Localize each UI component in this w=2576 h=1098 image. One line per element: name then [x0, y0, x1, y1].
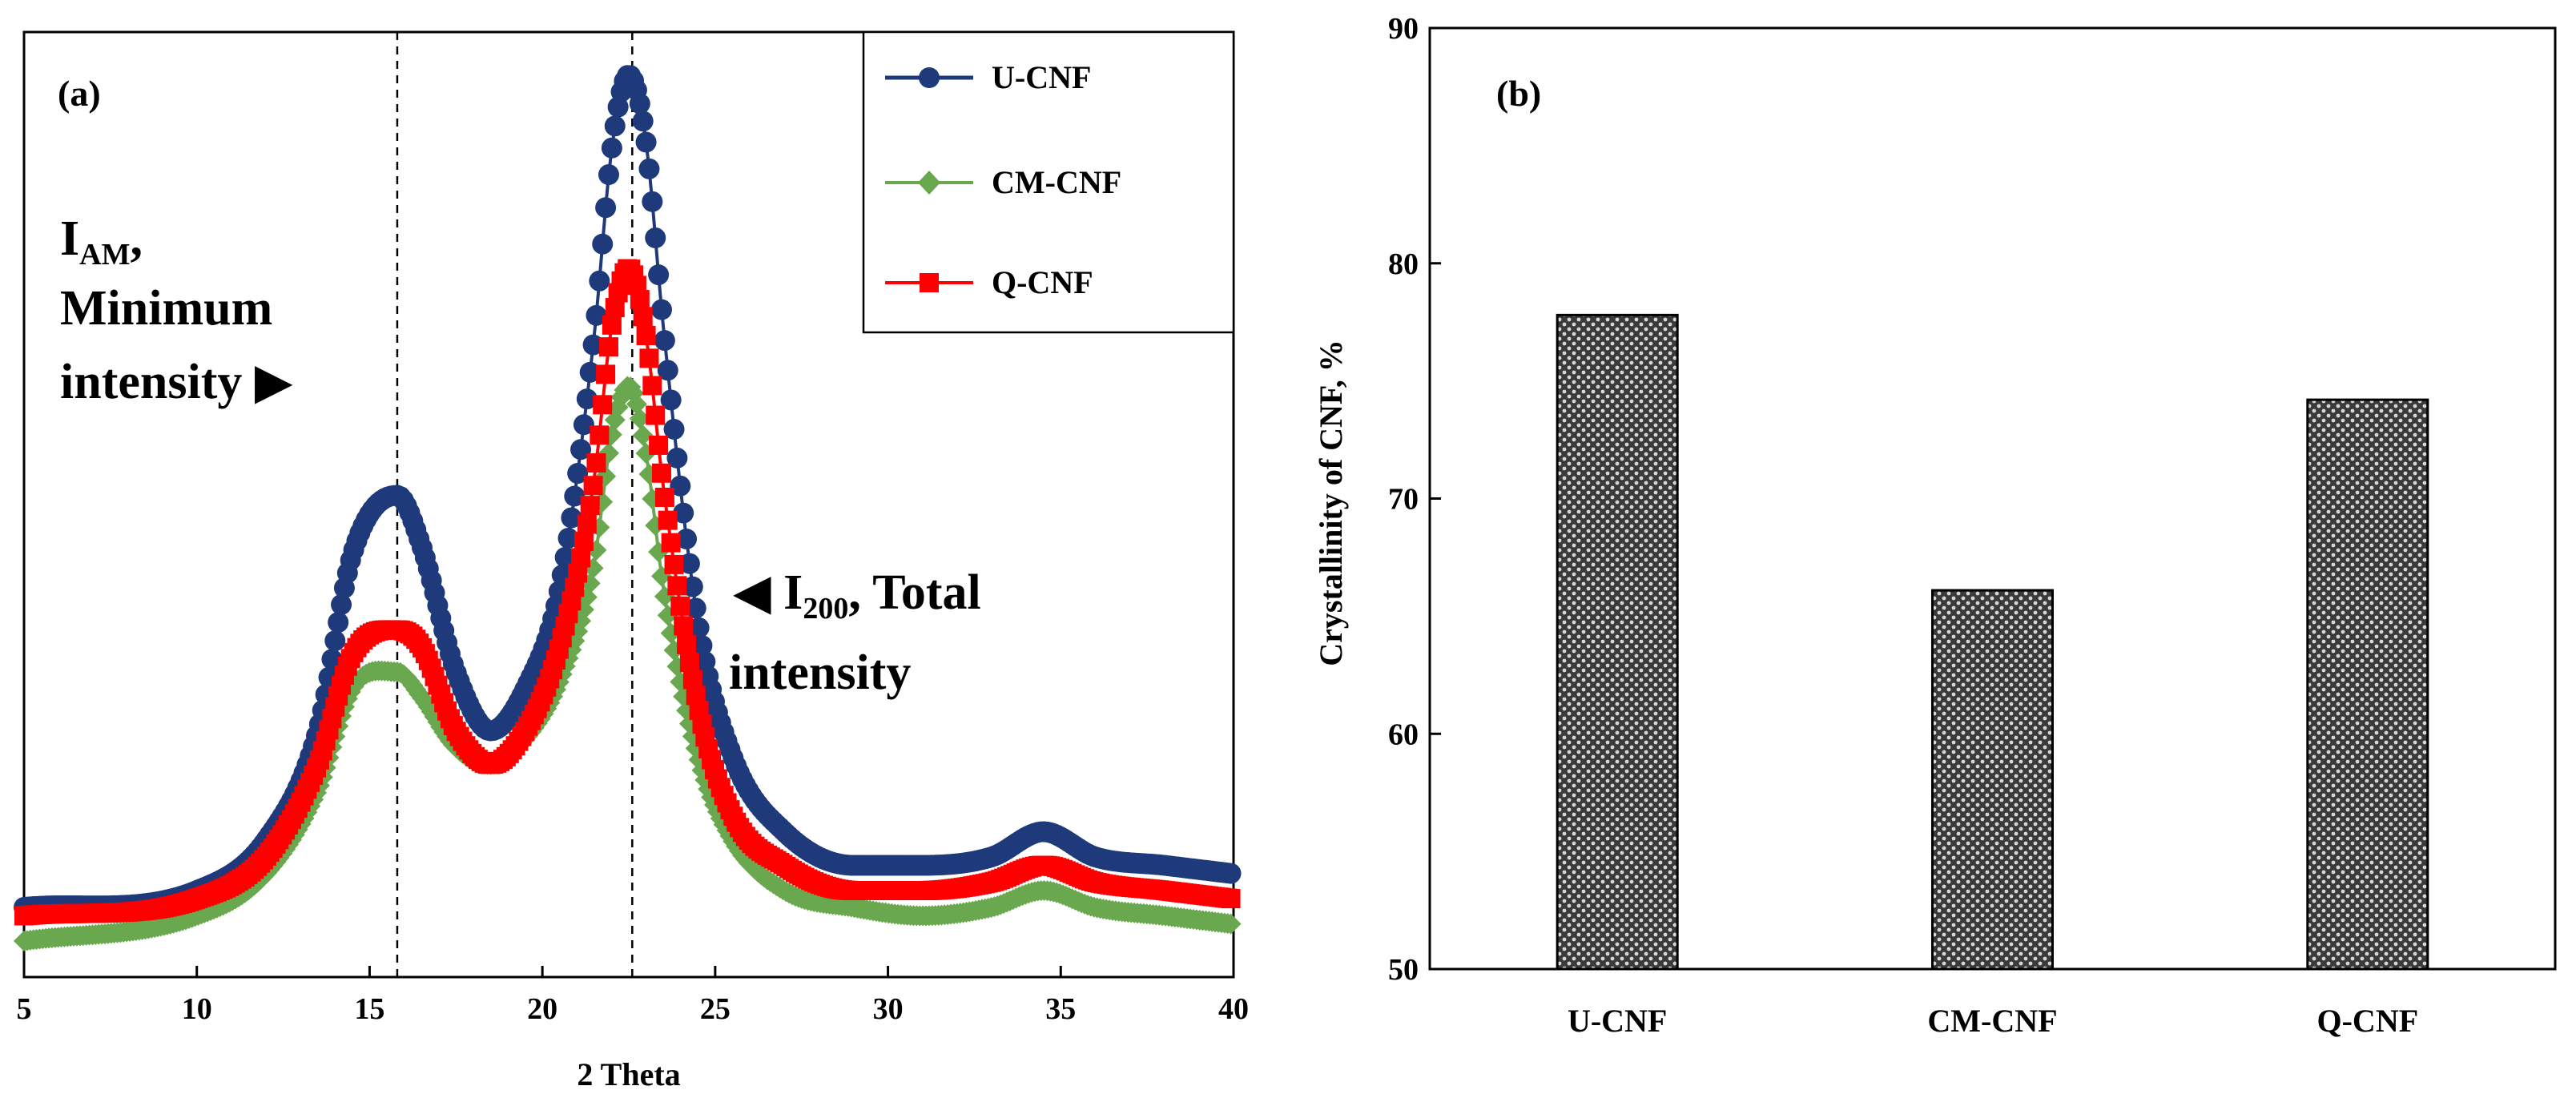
series-cm-cnf — [14, 376, 1242, 951]
series-markers-q-cnf — [14, 259, 1241, 926]
panel-b-ytick-label-80: 80 — [1388, 247, 1419, 281]
legend-item-cm-cnf: CM-CNF — [885, 164, 1121, 200]
legend: U-CNF CM-CNF Q-CNF — [862, 30, 1235, 334]
annotation-i200-line2: intensity — [729, 646, 911, 700]
category-label-cm-cnf: CM-CNF — [1927, 1003, 2057, 1039]
series-markers-cm-cnf — [14, 376, 1242, 951]
legend-label-cm-cnf: CM-CNF — [992, 164, 1121, 200]
category-label-q-cnf: Q-CNF — [2317, 1003, 2419, 1039]
panel-b-ytick-label-60: 60 — [1388, 718, 1419, 751]
annotation-iam-subscript: AM — [79, 238, 130, 271]
panel-a-xtick-label-5: 5 — [17, 992, 32, 1026]
panel-b-ytick-label-70: 70 — [1388, 483, 1419, 517]
annotation-i200-subscript: 200 — [803, 592, 848, 625]
panel-a-xtick-label-35: 35 — [1045, 992, 1076, 1026]
category-label-u-cnf: U-CNF — [1568, 1003, 1667, 1039]
panel-b-ytick-label-90: 90 — [1388, 12, 1419, 46]
panel-a-xtick-label-20: 20 — [527, 992, 557, 1026]
panel-a-xtick-label-30: 30 — [873, 992, 904, 1026]
panel-a-xtick-label-10: 10 — [182, 992, 212, 1026]
annotation-iam-line1: IAM, — [60, 211, 143, 271]
series-q-cnf — [14, 259, 1241, 926]
annotation-iam-line2: Minimum — [60, 281, 272, 336]
panel-a-xtick-label-25: 25 — [700, 992, 731, 1026]
panel-a-series — [14, 65, 1242, 951]
panel-b-ylabel: Crystallinity of CNF, % — [1313, 340, 1349, 666]
bar-q-cnf — [2306, 398, 2429, 971]
panel-a: 5 10 15 20 25 30 35 40 (a) 2 Theta IAM, Minimum… — [14, 30, 1250, 1092]
panel-a-xlabel: 2 Theta — [577, 1056, 680, 1092]
panel-a-label: (a) — [58, 73, 101, 114]
panel-a-xtick-label-40: 40 — [1218, 992, 1249, 1026]
legend-label-u-cnf: U-CNF — [992, 59, 1091, 95]
legend-marker-u-cnf — [919, 67, 940, 88]
panel-a-plot-frame — [22, 30, 1235, 979]
annotation-i200-line1: ◀ I200, Total — [733, 565, 981, 625]
annotation-iam-line3: intensity ▶ — [60, 355, 293, 409]
bar-cm-cnf — [1931, 589, 2054, 971]
panel-b-ytick-labels: 50 60 70 80 90 — [1388, 12, 1419, 987]
panel-b-yticks — [1430, 26, 1441, 971]
panel-b-label: (b) — [1496, 73, 1541, 114]
panel-a-xticks — [22, 966, 1235, 977]
panel-b-ytick-label-50: 50 — [1388, 953, 1419, 987]
bar-u-cnf — [1556, 313, 1679, 971]
legend-item-q-cnf: Q-CNF — [885, 264, 1093, 300]
panel-b: 50 60 70 80 90 U-CNF CM-CNF Q-CNF (b) Crystall… — [1313, 12, 2557, 1039]
legend-item-u-cnf: U-CNF — [885, 59, 1091, 95]
panel-a-xtick-labels: 5 10 15 20 25 30 35 40 — [17, 992, 1250, 1026]
panel-a-xtick-label-15: 15 — [354, 992, 384, 1026]
panel-b-bars — [1556, 313, 2429, 971]
legend-label-q-cnf: Q-CNF — [992, 264, 1093, 300]
panel-b-category-labels: U-CNF CM-CNF Q-CNF — [1568, 1003, 2418, 1039]
legend-marker-q-cnf — [920, 273, 939, 292]
legend-marker-cm-cnf — [918, 171, 940, 195]
